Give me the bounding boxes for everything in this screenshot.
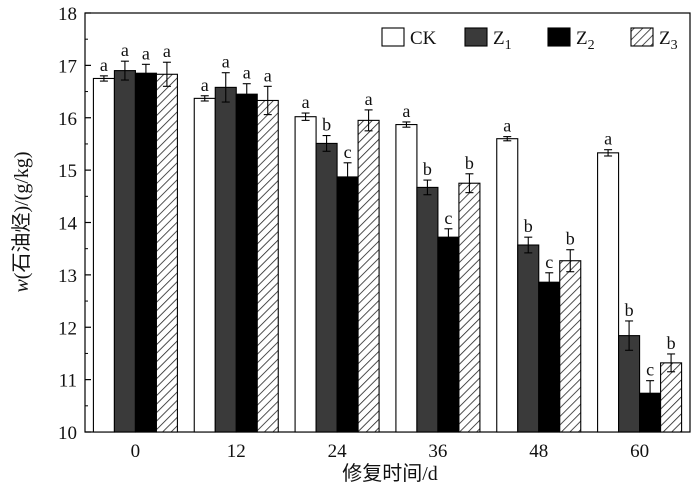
x-tick-label: 0 <box>131 441 141 462</box>
y-tick-label: 16 <box>58 109 77 130</box>
significance-letter: b <box>667 333 676 353</box>
bar-ck-36 <box>395 124 418 433</box>
bar-ck-60 <box>597 152 620 433</box>
y-tick-label: 11 <box>59 371 77 392</box>
y-tick-label: 13 <box>58 266 77 287</box>
bar-z3-24 <box>357 119 380 433</box>
significance-letter: b <box>625 300 634 320</box>
significance-letter: b <box>465 153 474 173</box>
bars <box>92 70 683 433</box>
x-tick-label: 60 <box>630 441 649 462</box>
legend: CK Z1 Z2 Z3 <box>381 27 678 53</box>
y-tick-label: 17 <box>58 56 77 77</box>
bar-z2-48 <box>538 281 561 433</box>
bar-ck-0 <box>92 77 115 433</box>
significance-letter: a <box>402 101 410 121</box>
bar-z1-48 <box>517 244 540 433</box>
bar-z3-48 <box>559 260 582 433</box>
significance-letter: b <box>423 159 432 179</box>
error-bars <box>99 60 676 407</box>
bar-ck-24 <box>294 116 317 433</box>
legend-label-z1: Z1 <box>493 28 512 53</box>
bar-z1-36 <box>416 186 439 433</box>
significance-letter: b <box>566 229 575 249</box>
y-axis-title-var: w <box>11 279 33 293</box>
bar-z1-12 <box>214 86 237 433</box>
significance-letter: b <box>524 216 533 236</box>
y-tick-label: 18 <box>58 4 77 25</box>
significance-letter: c <box>344 142 352 162</box>
bar-z2-12 <box>235 93 258 433</box>
bar-z2-0 <box>134 72 157 433</box>
legend-label-z2: Z2 <box>576 28 595 53</box>
bar-z3-36 <box>458 182 481 433</box>
significance-letter: c <box>444 208 452 228</box>
significance-letter: a <box>121 40 129 60</box>
y-tick-label: 12 <box>58 318 77 339</box>
significance-letter: c <box>646 360 654 380</box>
significance-letter: a <box>201 75 209 95</box>
bar-z3-60 <box>660 362 683 433</box>
bar-ck-12 <box>193 97 216 433</box>
significance-letter: a <box>302 92 310 112</box>
x-tick-label: 12 <box>227 441 246 462</box>
legend-swatch-z1 <box>464 27 488 47</box>
bar-z3-12 <box>256 99 279 433</box>
y-tick-label: 14 <box>58 214 78 235</box>
y-axis-title: w(石油烃)/(g/kg) <box>10 151 33 292</box>
y-axis: 10 11 12 13 14 15 16 17 18 <box>58 4 91 444</box>
x-tick-label: 48 <box>529 441 548 462</box>
significance-letter: b <box>322 115 331 135</box>
significance-letter: a <box>142 43 150 63</box>
legend-swatch-ck <box>381 27 405 47</box>
significance-letter: a <box>243 63 251 83</box>
significance-letter: a <box>222 52 230 72</box>
legend-label-z3: Z3 <box>659 28 678 53</box>
legend-swatch-z2 <box>547 27 571 47</box>
y-tick-label: 15 <box>58 161 77 182</box>
significance-letter: a <box>503 116 511 136</box>
bar-ck-48 <box>496 138 519 433</box>
x-axis-title: 修复时间/d <box>342 462 438 485</box>
bar-z2-36 <box>437 236 460 433</box>
bar-z2-24 <box>336 176 359 433</box>
bar-z1-0 <box>113 70 136 433</box>
x-tick-label: 36 <box>428 441 447 462</box>
bar-z1-24 <box>315 142 338 433</box>
y-tick-label: 10 <box>58 423 77 444</box>
y-axis-title-rest: (石油烃)/(g/kg) <box>10 151 33 279</box>
legend-label-ck: CK <box>410 28 437 49</box>
x-tick-label: 24 <box>328 441 348 462</box>
significance-letter: a <box>100 55 108 75</box>
significance-letter: c <box>545 252 553 272</box>
significance-letter: a <box>604 129 612 149</box>
significance-letter: a <box>365 89 373 109</box>
legend-swatch-z3 <box>630 27 654 47</box>
significance-letter: a <box>264 65 272 85</box>
bar-z3-0 <box>155 73 178 433</box>
significance-letter: a <box>163 41 171 61</box>
